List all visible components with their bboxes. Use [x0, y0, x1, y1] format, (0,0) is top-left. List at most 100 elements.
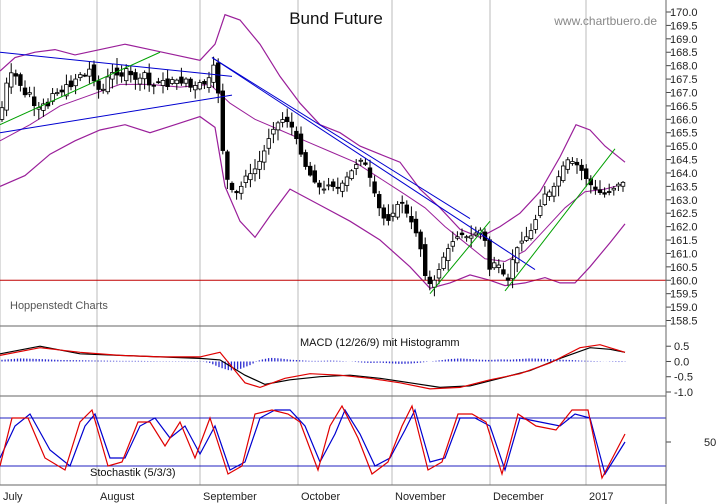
- stochastic-tick-label: 50: [704, 437, 716, 449]
- month-label: 2017: [589, 491, 613, 503]
- stochastic-y-ticks: 50: [666, 437, 716, 449]
- candle-body: [533, 219, 538, 230]
- month-label: December: [493, 491, 544, 503]
- macd-y-ticks: 0.5 0.0 -0.5 -1.0: [666, 341, 693, 399]
- candle-body: [579, 164, 584, 171]
- trendline: [0, 51, 161, 126]
- candle-body: [326, 184, 331, 187]
- month-label: November: [395, 491, 446, 503]
- candle-body: [349, 170, 354, 179]
- candle-body: [101, 88, 106, 91]
- candle-body: [211, 64, 216, 83]
- candle-body: [418, 231, 423, 250]
- month-label: September: [203, 491, 257, 503]
- candle-body: [307, 165, 313, 176]
- chart-title: Bund Future: [289, 9, 383, 28]
- price-tick-label: 170.0: [670, 7, 698, 19]
- price-tick-label: 159.0: [670, 302, 698, 314]
- candle-body: [321, 188, 327, 191]
- price-tick-label: 166.0: [670, 114, 698, 126]
- candle-body: [445, 248, 451, 261]
- price-tick-label: 164.5: [670, 155, 698, 167]
- candle-body: [565, 159, 570, 170]
- price-tick-label: 162.0: [670, 222, 698, 234]
- candle-body: [432, 279, 437, 288]
- stochastic-panel: 50 Stochastik (5/3/3): [0, 404, 716, 480]
- candle-body: [96, 80, 101, 90]
- candle-body: [464, 236, 469, 239]
- month-labels: July August September October November Decemb…: [3, 491, 613, 503]
- candle-body: [142, 72, 147, 80]
- candle-body: [192, 85, 198, 91]
- candle-body: [528, 230, 534, 239]
- candle-body: [312, 170, 317, 183]
- macd-tick-label: 0.0: [674, 356, 689, 368]
- candle-body: [344, 176, 350, 186]
- candle-body: [294, 130, 299, 140]
- candle-body: [436, 269, 442, 279]
- candle-body: [303, 152, 308, 167]
- candle-body: [363, 162, 368, 165]
- candle-body: [202, 80, 207, 85]
- candle-body: [64, 84, 69, 97]
- candle-body: [73, 78, 78, 87]
- price-tick-label: 168.5: [670, 47, 698, 59]
- candle-body: [59, 89, 64, 93]
- candle-body: [524, 236, 529, 241]
- price-tick-label: 160.0: [670, 275, 698, 287]
- price-tick-label: 158.5: [670, 316, 698, 328]
- candle-body: [146, 72, 152, 86]
- candle-body: [409, 215, 414, 223]
- stochastic-title: Stochastik (5/3/3): [90, 467, 176, 479]
- candle-body: [547, 191, 552, 197]
- trendline: [0, 51, 233, 77]
- candle-body: [515, 247, 520, 264]
- candle-body: [459, 232, 465, 236]
- trendline: [211, 57, 471, 219]
- stochastic-d-line: [0, 404, 626, 480]
- candle-body: [248, 173, 253, 181]
- candle-body: [133, 72, 138, 80]
- candle-body: [376, 194, 382, 209]
- candles: [0, 56, 626, 297]
- candle-body: [188, 78, 193, 88]
- price-tick-label: 161.0: [670, 248, 698, 260]
- candle-body: [413, 218, 419, 234]
- candle-body: [519, 240, 524, 244]
- stochastic-k-line: [0, 408, 626, 476]
- macd-tick-label: -0.5: [674, 372, 693, 384]
- candle-body: [128, 70, 133, 76]
- candle-body: [225, 151, 230, 180]
- price-tick-label: 164.0: [670, 168, 698, 180]
- candle-body: [340, 182, 345, 192]
- price-tick-label: 165.5: [670, 128, 698, 140]
- candle-body: [395, 204, 400, 218]
- candle-body: [271, 128, 276, 135]
- candle-body: [602, 192, 607, 195]
- trendline: [504, 148, 616, 292]
- candle-body: [91, 64, 97, 82]
- candle-body: [473, 232, 478, 236]
- macd-title: MACD (12/26/9) mit Histogramm: [300, 337, 460, 349]
- price-tick-label: 165.0: [670, 141, 698, 153]
- candle-body: [386, 214, 391, 221]
- candle-body: [151, 84, 156, 87]
- candle-body: [275, 122, 281, 131]
- macd-lines: [0, 344, 626, 390]
- candle-body: [542, 193, 547, 206]
- candle-body: [68, 80, 74, 88]
- candle-body: [13, 73, 18, 77]
- candle-body: [551, 185, 557, 197]
- candle-body: [32, 96, 37, 107]
- candle-body: [41, 103, 46, 111]
- candle-body: [110, 72, 115, 80]
- price-tick-label: 167.5: [670, 74, 698, 86]
- candle-body: [257, 160, 262, 170]
- candle-body: [124, 68, 129, 82]
- candle-body: [381, 207, 386, 219]
- candle-body: [570, 161, 575, 164]
- candle-body: [243, 175, 248, 183]
- candle-body: [501, 269, 506, 275]
